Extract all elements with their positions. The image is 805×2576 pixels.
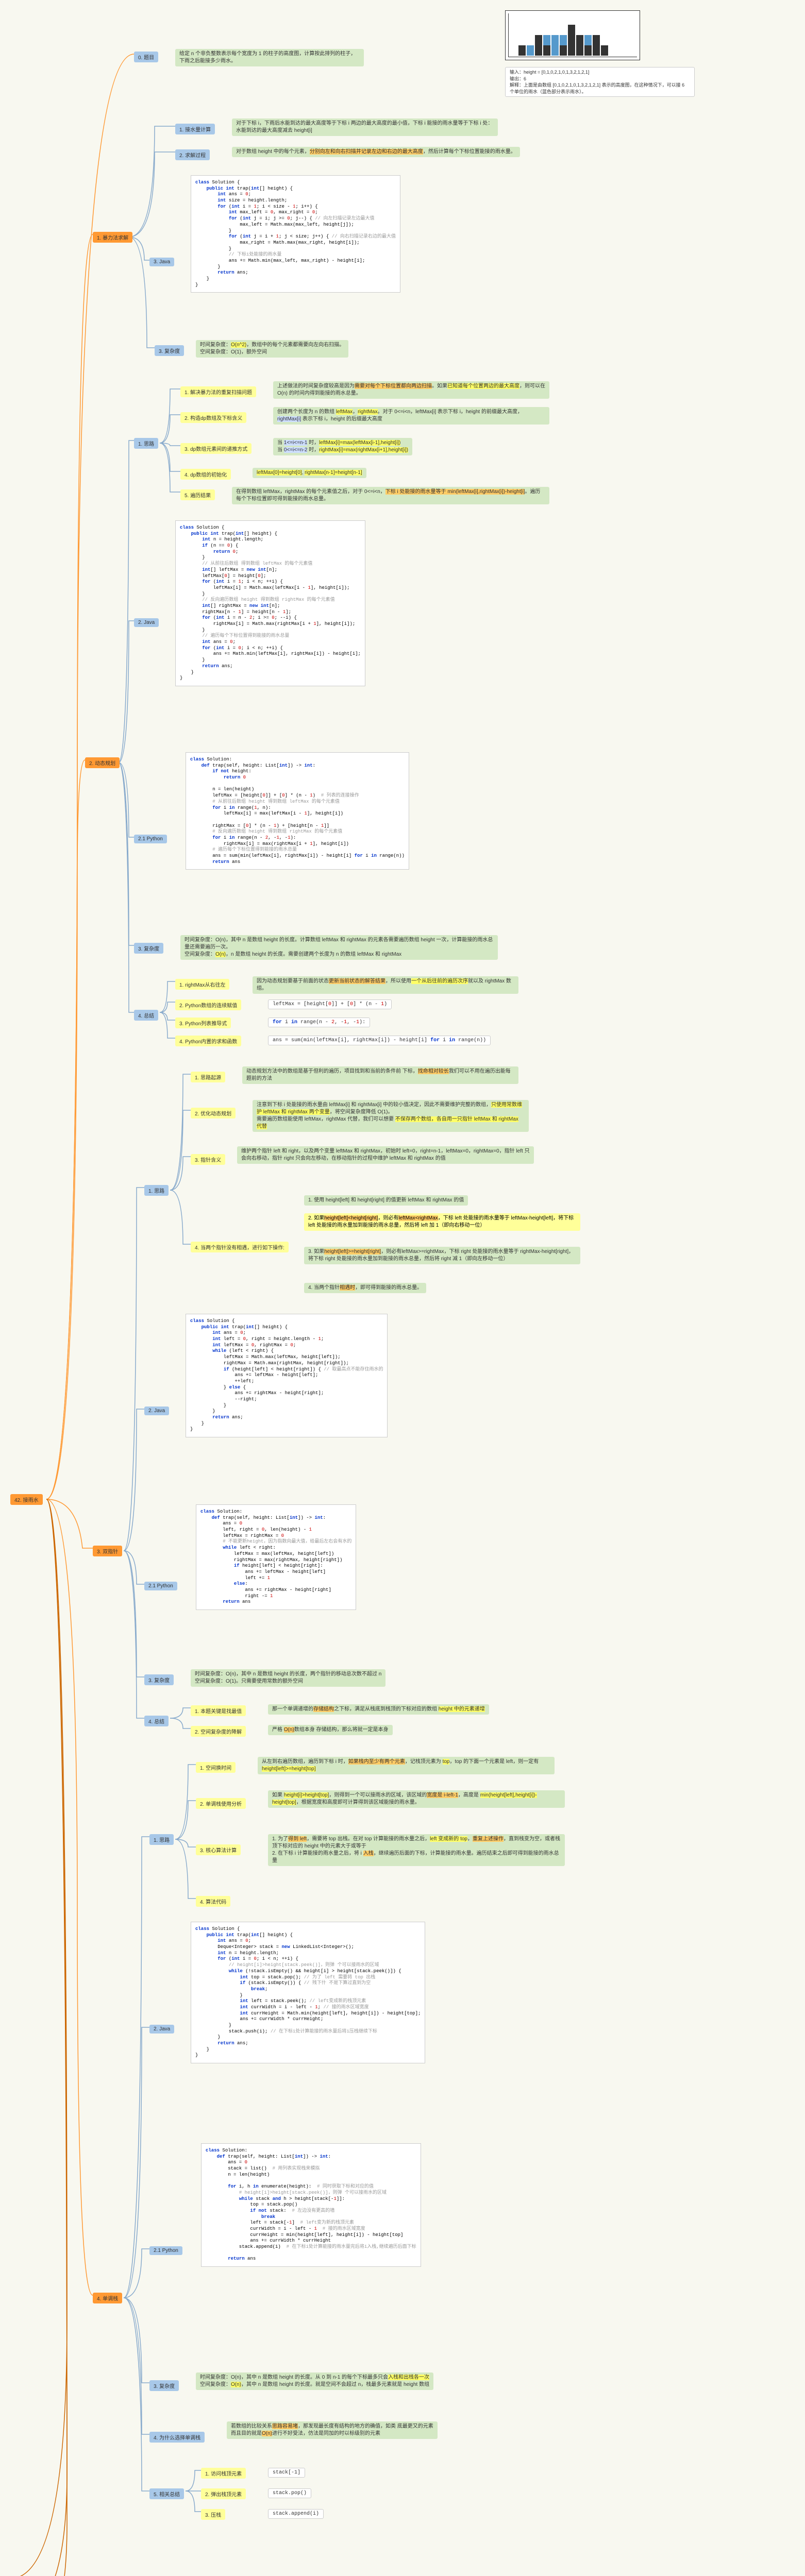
- s3-a4-s3: 3. 如果height[left]>=height[right]，则必有left…: [304, 1247, 580, 1264]
- code1: class Solution { public int trap(int[] h…: [191, 175, 400, 293]
- s4-a3-text: 1. 为了得到 left，需要将 top 出栈。在对 top 计算能接的雨水量之…: [268, 1834, 565, 1866]
- s2-e1: 1. rightMax从右往左: [175, 979, 229, 990]
- s4-a1-text: 从左到右遍历数组，遍历到下标 i 时，如果栈内至少有两个元素，记栈顶元素为 to…: [258, 1757, 555, 1774]
- s3-a4-s4: 4. 当两个指针相遇时，即可得到能接的雨水总量。: [304, 1283, 426, 1293]
- s3-a2-text: 注意到下标 i 处能接的雨水量由 leftMax[i] 和 rightMax[i…: [253, 1100, 529, 1132]
- s2-d: 3. 复杂度: [134, 943, 163, 954]
- s3-d: 3. 复杂度: [144, 1674, 174, 1685]
- s3-a4-s2: 2. 如果height[left]<height[right]，则必有leftM…: [304, 1213, 580, 1231]
- s2-e4-code: ans = sum(min(leftMax[i], rightMax[i]) -…: [268, 1036, 491, 1045]
- root-node: 42. 接雨水: [10, 1494, 43, 1505]
- s2-e4: 4. Python内置的求和函数: [175, 1036, 241, 1046]
- s3-a3-text: 维护两个指针 left 和 right，以及两个变量 leftMax 和 rig…: [237, 1146, 534, 1164]
- s3-e1-text: 那一个单调递增的存储结构之下标，满足从栈底到栈顶的下标对应的数组 height …: [268, 1704, 489, 1715]
- s3-a2: 2. 优化动态规划: [191, 1108, 236, 1118]
- s2-d-text: 时间复杂度：O(n)，其中 n 是数组 height 的长度。计算数组 left…: [180, 935, 498, 960]
- s2-a5: 5. 遍历结果: [180, 489, 215, 500]
- s2-a1: 1. 解决暴力法的重复扫描问题: [180, 386, 256, 397]
- section-0: 0. 题目: [134, 52, 158, 62]
- s4-f: 5. 相关总结: [149, 2488, 184, 2499]
- s3-a3: 3. 指针含义: [191, 1154, 225, 1165]
- section-4: 4. 单调栈: [93, 2293, 122, 2303]
- s4-d: 3. 复杂度: [149, 2380, 179, 2391]
- s4-d-text: 时间复杂度：O(n)，其中 n 是数组 height 的长度。从 0 到 n-1…: [196, 2372, 433, 2390]
- s4-b: 2. Java: [149, 2025, 174, 2033]
- s2-e2: 2. Python数组的连续赋值: [175, 999, 241, 1010]
- s4-f2-code: stack.pop(): [268, 2488, 311, 2498]
- s3-e: 4. 总结: [144, 1716, 169, 1726]
- s3-a: 1. 思路: [144, 1185, 169, 1196]
- s4-e: 4. 为什么选择单调栈: [149, 2432, 205, 2443]
- s3-d-text: 时间复杂度：O(n)，其中 n 是数组 height 的长度，两个指针的移动总次…: [191, 1669, 385, 1687]
- s2-e2-code: leftMax = [height[0]] + [0] * (n - 1): [268, 999, 392, 1009]
- s2-e3-code: for i in range(n - 2, -1, -1):: [268, 1018, 370, 1027]
- s3-a1: 1. 思路起源: [191, 1072, 225, 1082]
- s2-a3: 3. dp数组元素间的递推方式: [180, 443, 251, 454]
- s2-a2-text: 创建两个长度为 n 的数组 leftMax，rightMax。对于 0<=i<n…: [273, 407, 549, 425]
- s3-e1: 1. 本题关键是找最值: [191, 1705, 246, 1716]
- s4-f3-code: stack.append(i): [268, 2509, 324, 2519]
- section-2: 2. 动态规划: [85, 757, 120, 768]
- s3-a4-s1: 1. 使用 height[left] 和 height[right] 的值更新 …: [304, 1195, 468, 1206]
- s2-a4: 4. dp数组的初始化: [180, 469, 231, 480]
- section-0-desc: 给定 n 个非负整数表示每个宽度为 1 的柱子的高度图，计算按此排列的柱子，下雨…: [175, 49, 364, 66]
- section-3: 3. 双指针: [93, 1546, 122, 1556]
- s3-a1-text: 动态规划方法中的数组是基于但利的遍历，项目找到和当前的条件前 下标，找命相对较长…: [242, 1066, 518, 1084]
- code2: class Solution { public int trap(int[] h…: [175, 520, 365, 686]
- s2-a2: 2. 构造dp数组及下标含义: [180, 412, 246, 423]
- code2p: class Solution: def trap(self, height: L…: [186, 752, 409, 870]
- s1-a: 1. 接水量计算: [175, 124, 215, 134]
- s4-a: 1. 思路: [149, 1834, 174, 1845]
- s4-a3: 3. 核心算法计算: [196, 1844, 241, 1855]
- s4-e-t1: 若数组的比较关系思路容易堵，那发现最长度有结构的地方的确值，如类 底最更又的元素…: [227, 2421, 438, 2439]
- chart-caption: 输入：height = [0,1,0,2,1,0,1,3,2,1,2,1] 输出…: [505, 67, 695, 97]
- s3-c: 2.1 Python: [144, 1582, 177, 1590]
- s3-e2: 2. 空间复杂度的降解: [191, 1726, 246, 1737]
- code3: class Solution { public int trap(int[] h…: [186, 1314, 388, 1437]
- code3p: class Solution: def trap(self, height: L…: [196, 1504, 356, 1610]
- s4-a2: 2. 单调栈使用分析: [196, 1798, 246, 1809]
- s4-a4: 4. 算法代码: [196, 1896, 230, 1907]
- s4-c: 2.1 Python: [149, 2246, 182, 2255]
- s4-f1: 1. 访问栈顶元素: [201, 2468, 246, 2479]
- s2-a: 1. 思路: [134, 438, 158, 449]
- s3-b: 2. Java: [144, 1406, 169, 1415]
- s2-e1-text: 因为动态规划要基于前面的状态更新当前状态的解答结果，所以使用一个从后往前的遍历次…: [253, 976, 518, 994]
- s2-a4-text: leftMax[0]=height[0], rightMax[n-1]=heig…: [253, 468, 366, 478]
- s1-b-text: 对于数组 height 中的每个元素，分别向左和向右扫描并记录左边和右边的最大高…: [232, 147, 520, 157]
- s4-a1: 1. 空间换时间: [196, 1762, 236, 1773]
- code4p: class Solution: def trap(self, height: L…: [201, 2143, 421, 2267]
- s2-a1-text: 上述做法的时间复杂度较高是因为需要对每个下标位置都向两边扫描。如果已知道每个位置…: [273, 381, 549, 399]
- s4-f2: 2. 弹出栈顶元素: [201, 2488, 246, 2499]
- s4-f3: 3. 压栈: [201, 2509, 225, 2520]
- s3-e2-text: 严格 O(n)数组本身 存储结构，那么将就一定是本身: [268, 1725, 393, 1735]
- section-1: 1. 暴力法求解: [93, 232, 132, 243]
- s2-e: 4. 总结: [134, 1010, 158, 1021]
- s1-b: 2. 求解过程: [175, 149, 210, 160]
- s4-f1-code: stack[-1]: [268, 2468, 305, 2478]
- s2-e3: 3. Python列表推导式: [175, 1018, 231, 1028]
- code4: class Solution { public int trap(int[] h…: [191, 1922, 425, 2063]
- s1-d: 3. 复杂度: [155, 345, 184, 356]
- s1-c: 3. Java: [149, 258, 174, 266]
- s2-a5-text: 在得到数组 leftMax，rightMax 的每个元素值之后，对于 0<=i<…: [232, 487, 549, 504]
- s4-a2-text: 如果 height[i]>height[top]，则得到一个可以接雨水的区域，该…: [268, 1790, 565, 1808]
- s2-b: 2. Java: [134, 618, 159, 627]
- s1-d-text: 时间复杂度：O(n^2)，数组中的每个元素都需要向左向右扫描。空间复杂度：O(1…: [196, 340, 348, 358]
- example-chart: [505, 10, 640, 60]
- s2-a3-text: 当 1<=i<=n-1 时，leftMax[i]=max(leftMax[i-1…: [273, 438, 412, 455]
- s1-a-text: 对于下标 i，下雨后水能到达的最大高度等于下标 i 两边的最大高度的最小值，下标…: [232, 118, 498, 136]
- s3-a4: 4. 当两个指针没有相遇，进行如下操作:: [191, 1242, 289, 1252]
- s2-c: 2.1 Python: [134, 835, 167, 843]
